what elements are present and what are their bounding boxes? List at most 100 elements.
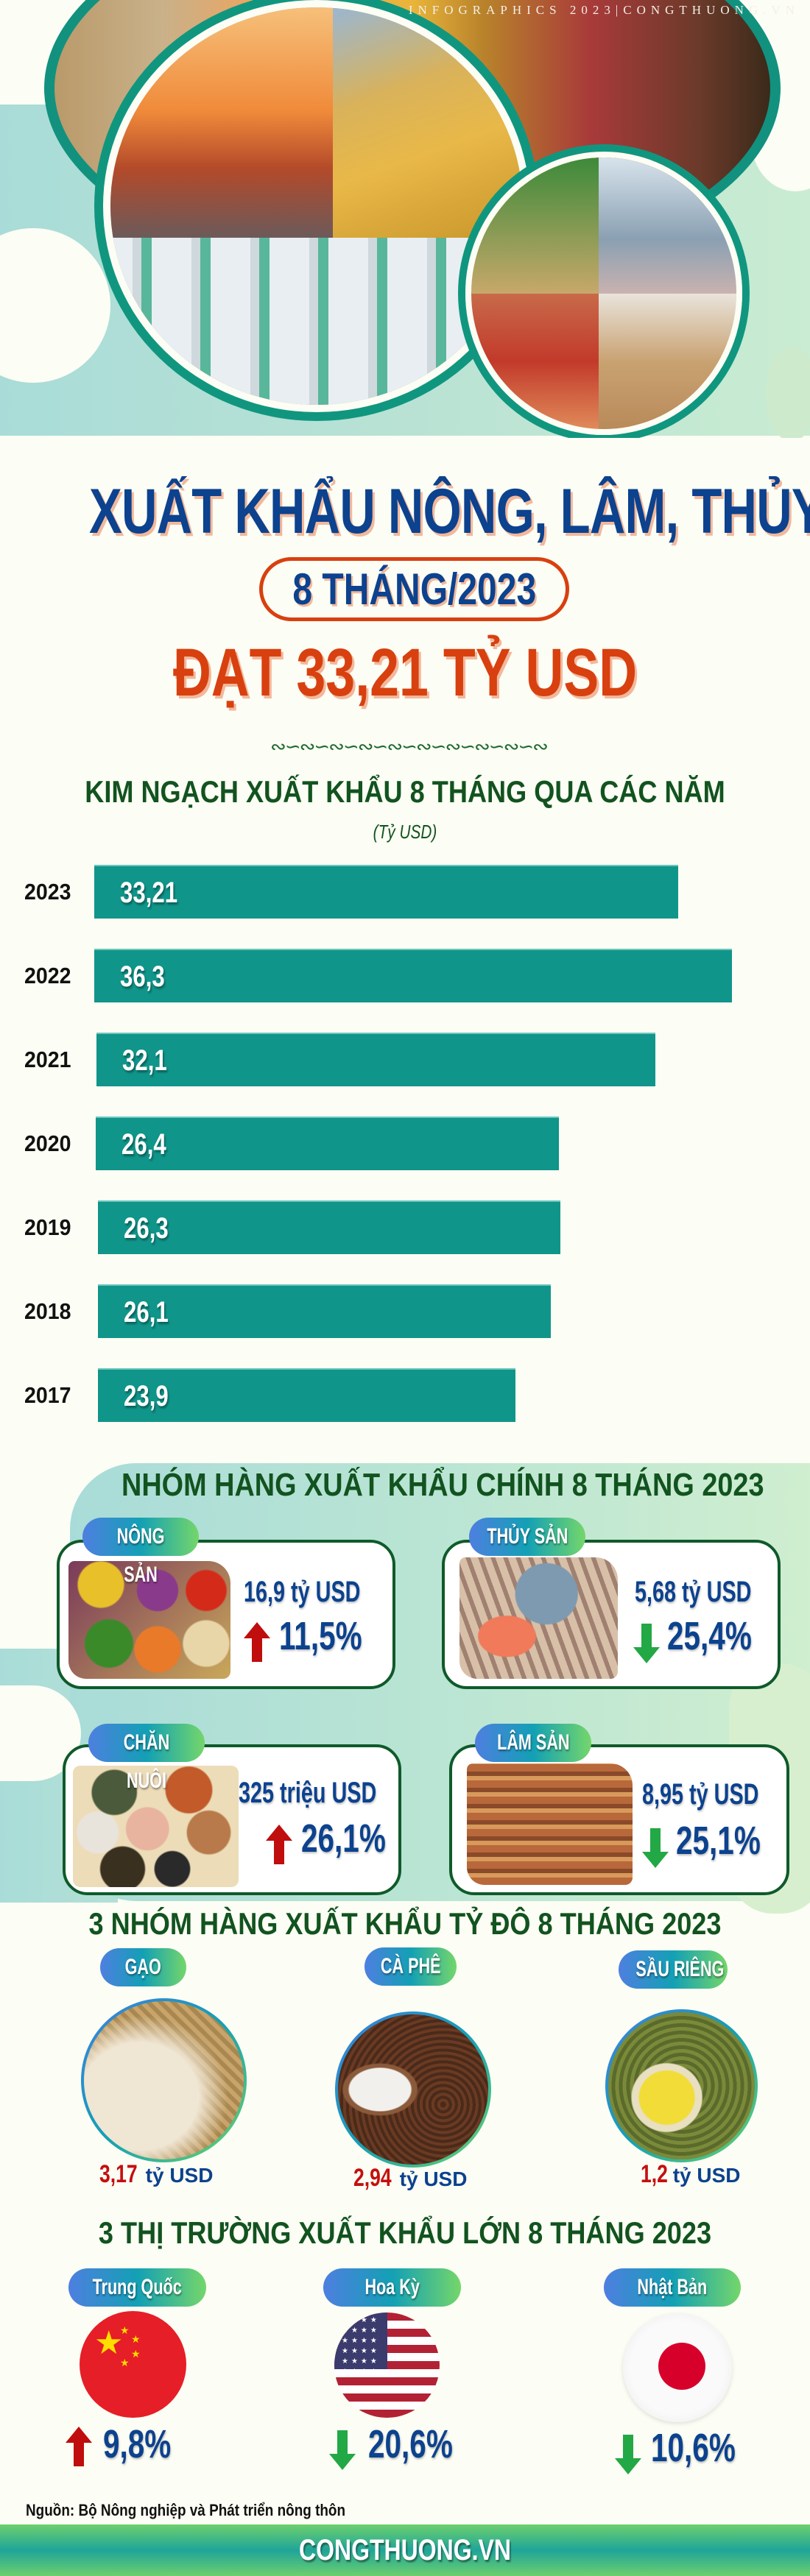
hero-banner: INFOGRAPHICS 2023|CONGTHUONG.VN [0,0,810,438]
vegetables-photo [68,1561,230,1679]
item-label-coffee: CÀ PHÊ [364,1947,457,1986]
flag-star-icon: ★ [94,2325,124,2361]
bar: 26,1 [98,1284,551,1338]
flag-sun-disc [658,2343,705,2390]
bar-year-label: 2020 [24,1130,71,1156]
bar: 26,3 [98,1200,560,1254]
bar-row: 2020 26,4 [0,1117,810,1170]
photo-lychee-market [471,293,599,429]
china-flag-icon: ★ ★ ★ ★ ★ [80,2311,186,2418]
market-change: 9,8% [103,2422,172,2466]
coffee-photo [335,2011,491,2168]
bar-value-label: 26,1 [124,1296,169,1328]
durian-photo [605,2009,758,2162]
bar-value-label: 36,3 [120,960,165,993]
photo-shrimp-processing [110,238,523,405]
durian-image [608,2012,755,2159]
market-label-usa: Hoa Kỳ [323,2268,461,2307]
bar: 23,9 [98,1368,515,1422]
item-value-durian: 1,2 tỷ USD [641,2160,741,2189]
section-title-main-groups: NHÓM HÀNG XUẤT KHẨU CHÍNH 8 THÁNG 2023 [122,1467,764,1503]
item-label-durian: SẦU RIÊNG [619,1950,728,1989]
rice-image [84,2001,244,2159]
photo-rice-stalks [471,158,599,294]
item-label-text: SẦU RIÊNG [635,1957,725,1981]
rice-photo [81,1998,247,2162]
group-value: 16,9 tỷ USD [244,1576,361,1608]
chart-title: KIM NGẠCH XUẤT KHẨU 8 THÁNG QUA CÁC NĂM [85,774,725,809]
group-card-seafood: 5,68 tỷ USD 25,4% [442,1540,781,1689]
arrow-down-icon [642,1828,669,1868]
seafood-photo [459,1557,618,1679]
section-title-markets: 3 THỊ TRƯỜNG XUẤT KHẨU LỚN 8 THÁNG 2023 [98,2215,712,2250]
item-label-text: GẠO [124,1955,162,1979]
group-label-agriculture: NÔNG SẢN [82,1518,199,1587]
timber-photo [467,1763,633,1885]
group-label-forestry: LÂM SẢN [475,1724,591,1762]
group-label-text: THỦY SẢN [486,1524,568,1549]
arrow-down-icon [633,1624,660,1663]
bar-value-label: 33,21 [120,877,178,909]
arrow-up-icon [66,2427,92,2466]
group-value: 325 triệu USD [239,1777,377,1809]
photo-catfish-processing [598,158,736,294]
group-card-livestock: 325 triệu USD 26,1% [63,1744,401,1895]
group-label-text: LÂM SẢN [496,1730,570,1755]
hero-photo-collage-large [103,0,530,412]
bar-year-label: 2019 [24,1214,71,1240]
market-label-text: Nhật Bản [637,2275,708,2299]
item-value-unit: tỷ USD [145,2164,214,2187]
bar-row: 2021 32,1 [0,1033,810,1086]
arrow-down-icon [615,2435,641,2474]
item-value-number: 1,2 [641,2160,668,2188]
item-value-unit: tỷ USD [399,2168,468,2190]
arrow-up-icon [266,1825,292,1864]
photo-wood-factory [598,293,736,429]
flag-star-icon: ★ [120,2357,130,2368]
bar: 26,4 [96,1117,559,1170]
group-change: 11,5% [279,1614,362,1658]
group-value: 8,95 tỷ USD [642,1778,759,1811]
bar-row: 2019 26,3 [0,1200,810,1254]
bar-year-label: 2018 [24,1298,71,1324]
hero-photo-collage-small [465,152,742,435]
flag-star-icon: ★ [120,2324,130,2336]
flag-stars-canton: ★★★★★★★★★★★★★★★★★★★★★★★★★★★★★★ [334,2313,387,2370]
bar-year-label: 2021 [24,1047,71,1072]
total-value: ĐẠT 33,21 TỶ USD [172,635,638,710]
item-value-unit: tỷ USD [672,2164,741,2187]
item-label-text: CÀ PHÊ [380,1954,441,1978]
page-title: XUẤT KHẨU NÔNG, LÂM, THỦY SẢN [89,476,810,547]
footer-brand[interactable]: CONGTHUONG.VN [299,2534,511,2566]
flag-star-icon: ★ [131,2333,141,2345]
bar-value-label: 23,9 [124,1380,169,1412]
bar-row: 2018 26,1 [0,1284,810,1338]
bar-row: 2017 23,9 [0,1368,810,1422]
period-badge: 8 THÁNG/2023 [259,557,569,621]
arrow-up-icon [244,1622,270,1662]
chart-unit: (Tỷ USD) [373,821,437,843]
ornament-divider: ∾∽∾∽∾∽∾∽∾∽∾∽∾∽∾∽∾∽∾ [270,736,549,758]
market-label-text: Trung Quốc [92,2275,183,2299]
bar-row: 2022 36,3 [0,949,810,1002]
section-title-billion-items: 3 NHÓM HÀNG XUẤT KHẨU TỶ ĐÔ 8 THÁNG 2023 [88,1906,722,1941]
livestock-photo [73,1766,239,1887]
japan-flag-icon [623,2313,732,2422]
decorative-blob [766,346,810,438]
group-change: 25,4% [667,1614,752,1658]
bar-year-label: 2017 [24,1382,71,1408]
period-text: 8 THÁNG/2023 [292,565,536,614]
hero-caption: INFOGRAPHICS 2023|CONGTHUONG.VN [408,3,800,17]
item-value-rice: 3,17 tỷ USD [99,2160,213,2189]
bar-value-label: 26,4 [122,1128,166,1161]
group-card-agriculture: 16,9 tỷ USD 11,5% [57,1540,395,1689]
bar-row: 2023 33,21 [0,865,810,919]
item-value-number: 2,94 [353,2164,392,2192]
group-change: 25,1% [676,1819,761,1863]
bar: 33,21 [94,865,678,919]
item-value-number: 3,17 [99,2160,138,2188]
bar-value-label: 32,1 [122,1044,167,1077]
group-label-livestock: CHĂN NUÔI [88,1724,205,1793]
bar-year-label: 2022 [24,963,71,988]
source-note: Nguồn: Bộ Nông nghiệp và Phát triển nông… [26,2501,346,2519]
